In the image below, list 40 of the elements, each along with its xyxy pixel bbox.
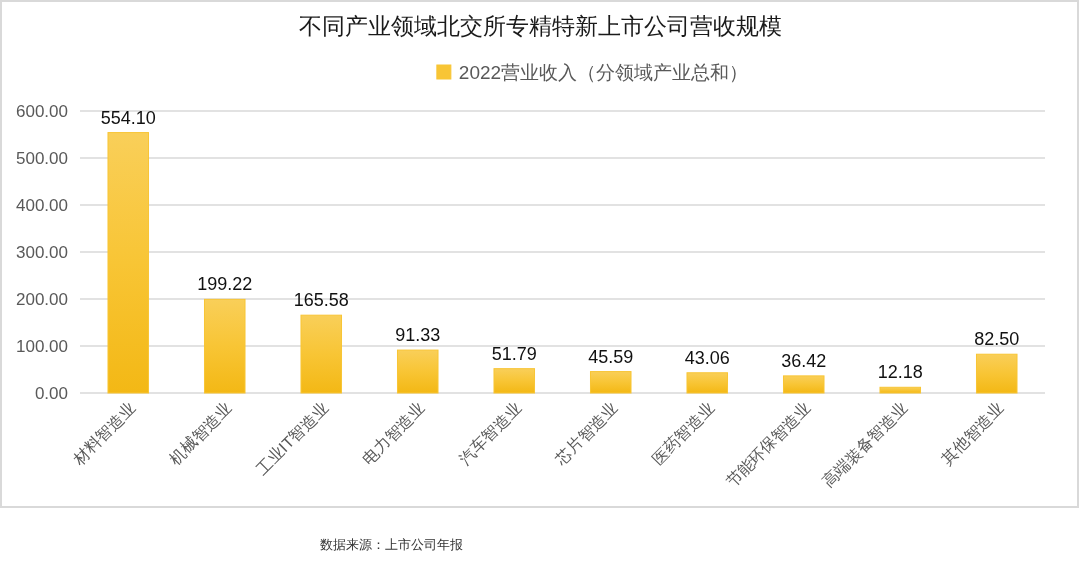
y-tick-label: 100.00: [16, 337, 68, 356]
source-note: 数据来源：上市公司年报: [320, 537, 463, 552]
x-tick-label: 节能环保智造业: [722, 399, 814, 491]
x-tick-label: 其他智造业: [938, 399, 1007, 468]
y-tick-label: 200.00: [16, 290, 68, 309]
y-tick-label: 600.00: [16, 102, 68, 121]
bar: [107, 132, 150, 394]
chart-title: 不同产业领域北交所专精特新上市公司营收规模: [298, 13, 782, 39]
data-label: 43.06: [684, 347, 730, 368]
y-tick-label: 400.00: [16, 196, 68, 215]
bar: [300, 314, 343, 394]
data-label: 36.42: [781, 350, 827, 371]
bar: [686, 372, 729, 394]
data-label: 12.18: [877, 362, 923, 383]
data-label: 45.59: [588, 346, 634, 367]
x-tick-label: 芯片智造业: [551, 399, 621, 469]
data-label: 82.50: [974, 329, 1020, 350]
bar: [782, 375, 825, 394]
bar: [396, 349, 439, 394]
bar: [493, 368, 536, 394]
x-tick-label: 工业IT智造业: [252, 399, 332, 478]
bar: [203, 298, 246, 394]
y-tick-label: 300.00: [16, 243, 68, 262]
y-tick-label: 500.00: [16, 149, 68, 168]
bar: [879, 386, 922, 394]
x-tick-label: 高端装备智造业: [819, 399, 911, 491]
data-label: 199.22: [197, 274, 253, 295]
x-tick-label: 机械智造业: [166, 399, 235, 468]
data-label: 51.79: [491, 343, 537, 364]
x-tick-label: 材料智造业: [69, 399, 139, 469]
y-tick-label: 0.00: [34, 384, 68, 403]
data-label: 165.58: [293, 290, 349, 311]
x-tick-label: 医药智造业: [648, 399, 718, 468]
bar: [589, 371, 632, 394]
data-label: 91.33: [395, 325, 441, 346]
x-tick-label: 电力智造业: [359, 399, 428, 468]
x-tick-label: 汽车智造业: [455, 399, 525, 468]
bar: [975, 353, 1018, 394]
data-label: 554.10: [100, 107, 156, 128]
legend-label: 2022营业收入（分领域产业总和）: [458, 62, 749, 83]
